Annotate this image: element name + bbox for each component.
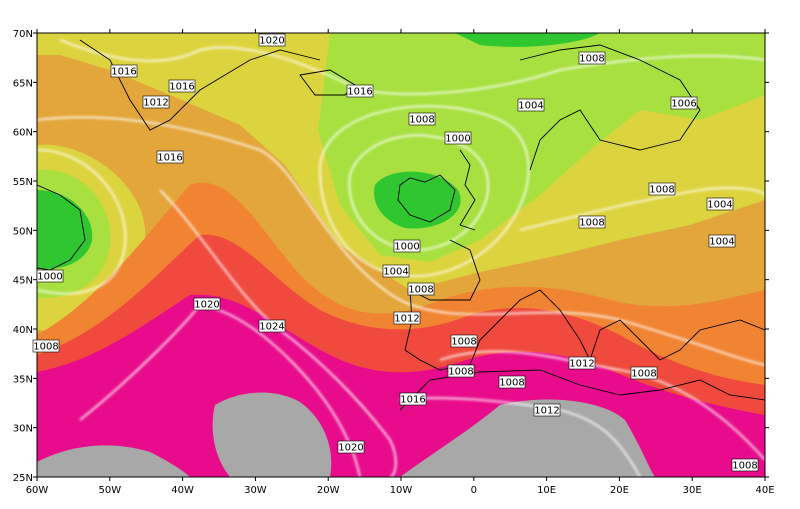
isobar-label: 1024 (259, 322, 284, 333)
isobar-label-box (258, 319, 286, 333)
isobar-label: 1008 (33, 342, 58, 353)
lat-label: 50N (13, 226, 33, 237)
isobar-label-box (450, 334, 478, 348)
isobar-label-box (393, 239, 421, 253)
isobar-label: 1016 (111, 67, 136, 78)
isobar-label-box (168, 79, 196, 93)
isobar-label: 1020 (194, 300, 219, 311)
lat-label: 70N (13, 29, 33, 40)
isobar-label: 1004 (518, 101, 543, 112)
isobar-label: 1016 (400, 395, 425, 406)
isobar-label: 1000 (445, 134, 470, 145)
lat-label: 25N (13, 473, 33, 484)
isobar-label: 1008 (448, 367, 473, 378)
isobar-label: 1012 (143, 98, 168, 109)
isobar-label-box (444, 131, 472, 145)
isobar-label: 1020 (338, 443, 363, 454)
isobar-label-box (630, 366, 658, 380)
isobar-label: 1004 (383, 267, 408, 278)
lat-label: 60N (13, 128, 33, 139)
lat-label: 55N (13, 177, 33, 188)
isobar-label: 1008 (732, 461, 757, 472)
isobar-label: 1016 (347, 87, 372, 98)
isobar-label: 1020 (259, 36, 284, 47)
isobar-label: 1008 (579, 54, 604, 65)
isobar-label: 1008 (451, 337, 476, 348)
lon-label: 40E (755, 485, 774, 496)
isobar-label-box (706, 197, 734, 211)
lon-label: 60W (26, 485, 49, 496)
isobar-label-box (346, 84, 374, 98)
isobar-label-box (670, 96, 698, 110)
lat-label: 45N (13, 276, 33, 287)
isobar-label: 1008 (631, 369, 656, 380)
isobar-label: 1016 (157, 153, 182, 164)
isobar-label: 1016 (169, 82, 194, 93)
isobar-label-box (399, 392, 427, 406)
lat-label: 35N (13, 374, 33, 385)
isobar-label: 1008 (649, 185, 674, 196)
isobar-label: 1012 (394, 314, 419, 325)
lon-label: 20E (610, 485, 629, 496)
isobar-label-box (258, 33, 286, 47)
isobar-label: 1004 (709, 237, 734, 248)
lon-label: 0 (471, 485, 477, 496)
lat-label: 30N (13, 424, 33, 435)
pressure-field (37, 33, 765, 477)
isobar-label-box (110, 64, 138, 78)
isobar-label: 1000 (37, 272, 62, 283)
isobar-label: 1008 (409, 115, 434, 126)
isobar-label-box (36, 269, 64, 283)
lon-label: 30W (244, 485, 267, 496)
isobar-label-box (156, 150, 184, 164)
lon-label: 30E (683, 485, 702, 496)
isobar-label-box (193, 297, 221, 311)
isobar-label-box (447, 364, 475, 378)
isobar-label-box (648, 182, 676, 196)
isobar-label-box (578, 51, 606, 65)
isobar-label: 1012 (534, 406, 559, 417)
isobar-label-box (533, 403, 561, 417)
isobar-label: 1008 (408, 285, 433, 296)
isobar-label: 1008 (579, 218, 604, 229)
isobar-label: 1008 (499, 378, 524, 389)
isobar-label-box (32, 339, 60, 353)
isobar-label-box (407, 282, 435, 296)
isobar-label: 1012 (569, 359, 594, 370)
lon-label: 50W (98, 485, 121, 496)
isobar-label-box (408, 112, 436, 126)
isobar-label-box (393, 311, 421, 325)
isobar-label-box (337, 440, 365, 454)
lat-label: 65N (13, 78, 33, 89)
isobar-label: 1004 (707, 200, 732, 211)
isobar-label-box (382, 264, 410, 278)
isobar-label: 1006 (671, 99, 696, 110)
lon-label: 10E (537, 485, 556, 496)
isobar-label-box (568, 356, 596, 370)
isobar-label-box (578, 215, 606, 229)
isobar-label-box (498, 375, 526, 389)
lon-label: 20W (317, 485, 340, 496)
isobar-label-box (142, 95, 170, 109)
isobar-label-box (517, 98, 545, 112)
lon-label: 10W (390, 485, 413, 496)
isobar-label-box (731, 458, 759, 472)
isobar-label-box (708, 234, 736, 248)
lat-label: 40N (13, 325, 33, 336)
lon-label: 40W (171, 485, 194, 496)
isobar-label: 1000 (394, 242, 419, 253)
